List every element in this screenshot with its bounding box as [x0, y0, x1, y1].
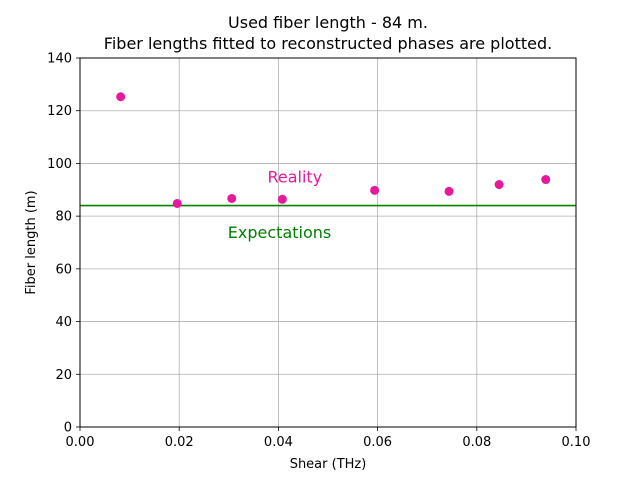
data-point	[444, 186, 454, 196]
y-tick-label: 120	[47, 104, 72, 119]
data-point	[227, 193, 237, 203]
annotations: Reality Expectations	[228, 167, 331, 241]
chart-title-line-1: Used fiber length - 84 m.	[228, 13, 428, 32]
y-tick-label: 60	[55, 262, 72, 277]
grid	[79, 57, 577, 428]
x-tick-label: 0.02	[165, 435, 194, 450]
annotation-label: Expectations	[228, 223, 331, 242]
y-tick-label: 40	[55, 315, 72, 330]
data-point	[370, 185, 380, 195]
data-point	[172, 198, 182, 208]
data-point	[541, 175, 551, 185]
data-point	[116, 92, 126, 102]
y-tick-label: 140	[47, 52, 72, 67]
x-tick-label: 0.06	[363, 435, 392, 450]
plot-frame	[79, 57, 577, 428]
data-point	[277, 194, 287, 204]
x-axis-ticks: 0.00 0.02 0.04 0.06 0.08 0.10	[66, 427, 591, 450]
x-tick-label: 0.00	[66, 435, 95, 450]
y-axis-ticks: 0 20 40 60 80 100 120 140	[47, 52, 80, 436]
data-points	[116, 92, 551, 208]
x-tick-label: 0.08	[462, 435, 491, 450]
y-tick-label: 0	[64, 421, 72, 436]
y-tick-label: 20	[55, 368, 72, 383]
x-tick-label: 0.04	[264, 435, 293, 450]
x-axis-label: Shear (THz)	[290, 457, 367, 472]
y-axis-label: Fiber length (m)	[24, 190, 39, 294]
chart-title-line-2: Fiber lengths fitted to reconstructed ph…	[104, 34, 552, 53]
y-tick-label: 80	[55, 210, 72, 225]
data-point	[494, 180, 504, 190]
annotation-label: Reality	[267, 167, 322, 186]
x-tick-label: 0.10	[562, 435, 591, 450]
y-tick-label: 100	[47, 157, 72, 172]
